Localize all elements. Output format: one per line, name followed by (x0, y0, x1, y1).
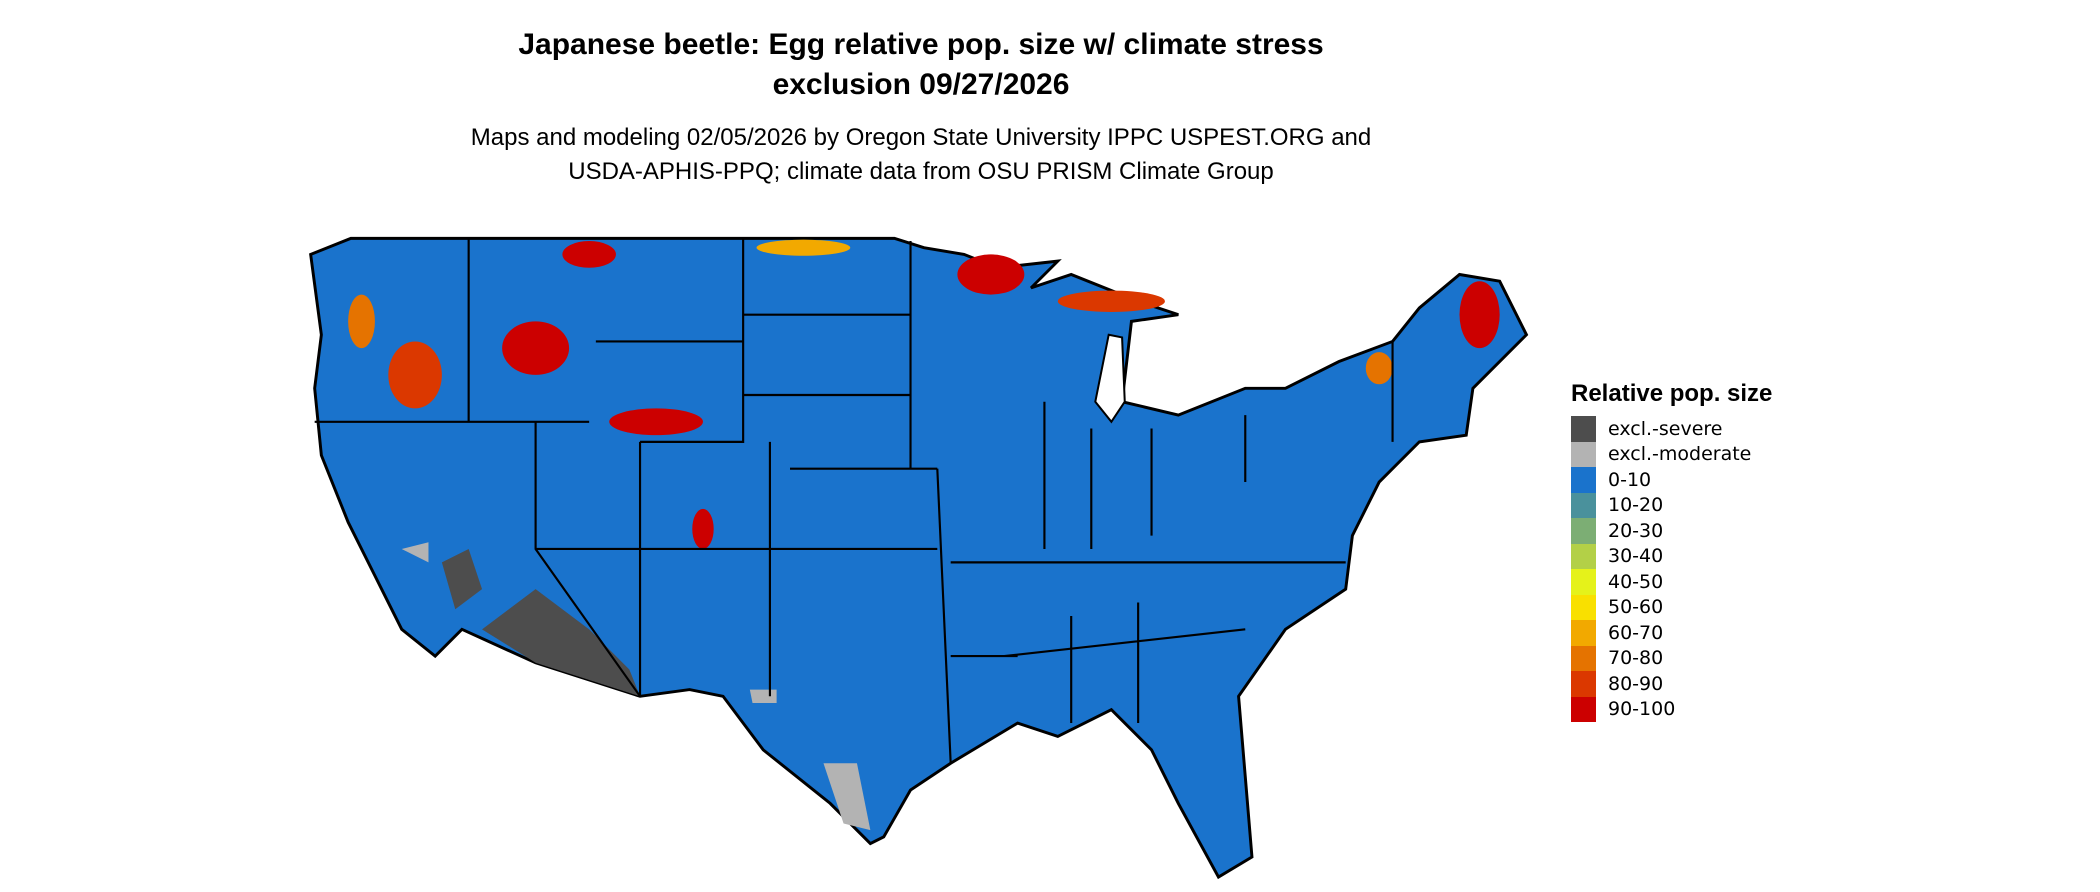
legend-item: 70-80 (1571, 645, 1772, 671)
legend-swatch (1571, 569, 1596, 595)
legend: Relative pop. size excl.-severe excl.-mod… (1571, 380, 1772, 722)
legend-label: excl.-moderate (1608, 443, 1752, 466)
legend-item: 50-60 (1571, 594, 1772, 620)
conus-outline (309, 236, 1529, 880)
state-borders (314, 238, 1394, 764)
legend-item: 40-50 (1571, 569, 1772, 595)
legend-item: 10-20 (1571, 492, 1772, 518)
legend-label: 20-30 (1608, 519, 1664, 542)
legend-label: 90-100 (1608, 698, 1676, 721)
subtitle-line2: USDA-APHIS-PPQ; climate data from OSU PR… (568, 158, 1274, 185)
subtitle-line1: Maps and modeling 02/05/2026 by Oregon S… (470, 124, 1372, 151)
legend-item: 20-30 (1571, 518, 1772, 544)
legend-swatch (1571, 492, 1596, 518)
high-pop-regions (348, 239, 1500, 549)
legend-swatch (1571, 441, 1596, 467)
legend-label: 40-50 (1608, 570, 1664, 593)
legend-label: 70-80 (1608, 647, 1664, 670)
map-title-line1: Japanese beetle: Egg relative pop. size … (518, 28, 1324, 61)
legend-swatch (1571, 696, 1596, 722)
legend-item: excl.-moderate (1571, 441, 1772, 467)
legend-title: Relative pop. size (1571, 380, 1773, 407)
legend-item: 0-10 (1571, 467, 1772, 493)
legend-label: 60-70 (1608, 621, 1664, 644)
legend-swatch (1571, 645, 1596, 671)
legend-swatch (1571, 594, 1596, 620)
legend-label: 30-40 (1608, 545, 1664, 568)
legend-label: 0-10 (1608, 468, 1652, 491)
legend-item: excl.-severe (1571, 416, 1772, 442)
legend-label: excl.-severe (1608, 417, 1723, 440)
legend-swatch (1571, 620, 1596, 646)
legend-swatch (1571, 467, 1596, 493)
legend-label: 10-20 (1608, 494, 1664, 517)
legend-item: 60-70 (1571, 620, 1772, 646)
legend-label: 50-60 (1608, 596, 1664, 619)
excl-severe-region (441, 548, 641, 697)
legend-item: 30-40 (1571, 543, 1772, 569)
legend-swatch (1571, 416, 1596, 442)
legend-label: 80-90 (1608, 672, 1664, 695)
lake-michigan (1094, 333, 1126, 424)
legend-swatch (1571, 543, 1596, 569)
legend-swatch (1571, 518, 1596, 544)
legend-swatch (1571, 671, 1596, 697)
map-title-line2: exclusion 09/27/2026 (772, 68, 1070, 101)
legend-item: 80-90 (1571, 671, 1772, 697)
legend-item: 90-100 (1571, 696, 1772, 722)
